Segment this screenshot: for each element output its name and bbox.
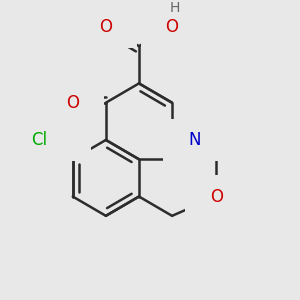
Text: N: N <box>188 131 200 149</box>
FancyBboxPatch shape <box>163 119 225 161</box>
FancyBboxPatch shape <box>42 82 104 124</box>
Text: H: H <box>169 1 180 14</box>
Text: O: O <box>99 18 112 36</box>
FancyBboxPatch shape <box>0 119 91 161</box>
Text: O: O <box>210 188 223 206</box>
FancyBboxPatch shape <box>141 6 203 48</box>
Text: Cl: Cl <box>32 131 48 149</box>
Text: O: O <box>166 18 178 36</box>
Text: O: O <box>66 94 79 112</box>
FancyBboxPatch shape <box>75 6 137 48</box>
FancyBboxPatch shape <box>185 175 248 218</box>
